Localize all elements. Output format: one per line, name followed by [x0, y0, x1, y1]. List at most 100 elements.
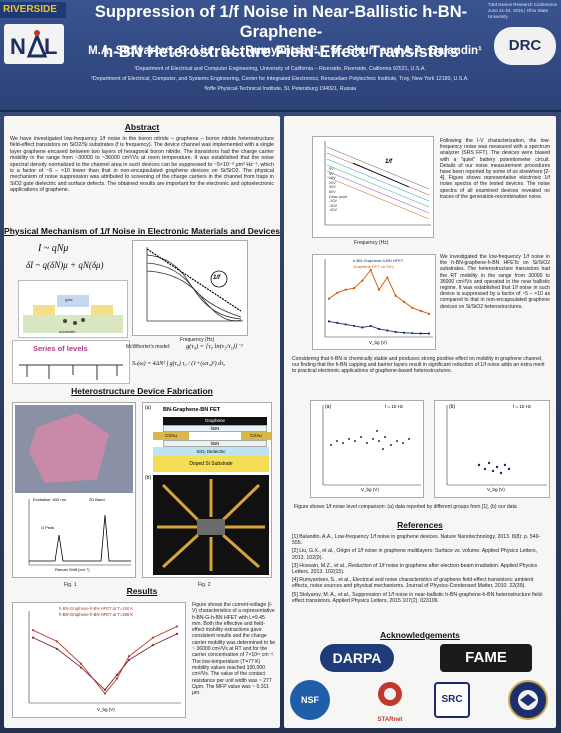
abstract-heading: Abstract — [124, 122, 160, 132]
data-point — [377, 288, 381, 291]
data-point — [327, 297, 331, 300]
reference-item: [3] Hossain, M.Z., et al., Reduction of … — [292, 562, 538, 576]
optical-image — [15, 405, 133, 493]
data-point — [127, 658, 131, 662]
flake-shape — [29, 413, 109, 483]
series-label: Series of levels — [33, 344, 88, 353]
data-point — [31, 629, 35, 632]
cmp-b-label: (b) — [449, 404, 456, 410]
iv-legend-150k: h-BN-Graphene-h-BN HFET at T=150 K — [59, 606, 134, 611]
right-column: 1/f 0V 5V 10V 20V 40V 60V Dirac point -1… — [284, 116, 556, 728]
noise-legend: 0V 5V 10V 20V 40V 60V Dirac point -10V -… — [329, 167, 348, 213]
series-line — [32, 626, 178, 695]
raman-spectrum — [28, 499, 131, 566]
noise-spectra-plot: 1/f 0V 5V 10V 20V 40V 60V Dirac point -1… — [312, 136, 434, 238]
substrate-label: substrate — [59, 329, 76, 334]
equation-fluctuation: δI ~ q(δN)μ + qN(δμ) — [26, 260, 104, 270]
cmp-a-freq: f = 10 Hz — [385, 404, 404, 409]
data-point — [419, 309, 422, 312]
conference-info: 73rd Device Research Conference June 21-… — [488, 2, 558, 19]
acknowledgements-heading: Acknowledgements — [380, 630, 460, 640]
data-point — [55, 640, 59, 643]
panel-a-label: (a) — [145, 405, 152, 411]
data-point — [115, 677, 119, 680]
raman-xlabel: Raman Shift (cm⁻¹) — [55, 567, 90, 572]
series-of-levels: Series of levels — [12, 340, 130, 384]
drc-logo: DRC — [494, 27, 556, 65]
data-point — [55, 647, 59, 650]
cmp-a-xlabel: V_bg (V) — [361, 487, 379, 492]
src-logo: SRC — [434, 682, 470, 718]
mcwhorter-label: McWhorter's model: — [126, 344, 171, 350]
layer-sio2: SiO₂ Dielectric — [153, 447, 269, 456]
data-point — [352, 324, 356, 328]
data-point — [377, 327, 381, 331]
starnet-icon — [378, 682, 402, 706]
mcwhorter-eq2: Sₙ(ω) = 4ΔN² ∫ g(τ₀) τ₀ / (1+(ωτ₀)²) dτ₀ — [132, 361, 226, 367]
data-point — [79, 662, 83, 665]
iv-chart — [28, 611, 181, 704]
references-list: [1] Balandin, A.A., Low-frequency 1/f no… — [292, 534, 550, 604]
svg-text:L: L — [44, 34, 57, 59]
darpa-logo: DARPA — [320, 644, 394, 672]
data-point — [369, 324, 372, 328]
right-text-3: Considering that h-BN is chemically stab… — [292, 356, 545, 375]
data-point — [411, 306, 414, 309]
raman-legend-excitation: Excitation: 633 nm — [33, 497, 66, 502]
left-column: Abstract We have investigated low-freque… — [4, 116, 280, 728]
affiliation-3: ³Ioffe Physical-Technical Institute, St.… — [203, 86, 357, 92]
nano-device-lab-logo: N L — [4, 24, 64, 64]
nano-logo-icon: N L — [10, 30, 57, 59]
device-schematic: gate substrate — [18, 280, 128, 338]
cmp-b-xlabel: V_bg (V) — [487, 487, 505, 492]
raman-legend-g: G Peak — [41, 525, 55, 530]
comparison-plot-a: (a) f = 10 Hz V_bg (V) — [310, 400, 424, 498]
fig2-caption: Fig. 2 — [198, 582, 211, 588]
noise-spectrum-diagram: 1/f — [132, 240, 248, 336]
data-point — [419, 332, 422, 335]
iv-xlabel: V_bg (V) — [97, 707, 115, 712]
data-point — [127, 655, 131, 658]
layer-hbn-top: hBN — [163, 425, 267, 432]
svg-text:N: N — [10, 34, 26, 59]
data-point — [336, 321, 339, 325]
layer-graphene: Graphene — [163, 417, 267, 425]
panel-b-label: (b) — [145, 475, 152, 481]
poster-header: RIVERSIDE Suppression of 1/f Noise in Ne… — [0, 0, 561, 112]
iv-plot: h-BN-Graphene-h-BN HFET at T=150 K h-BN-… — [12, 602, 186, 718]
amp-xlabel: V_bg (V) — [369, 340, 387, 345]
data-point — [386, 329, 389, 332]
layer-si: Doped Si Substrate — [153, 456, 269, 472]
data-point — [151, 636, 155, 639]
mechanism-plot-xlabel: Frequency (Hz) — [180, 337, 215, 343]
layer-cr-au-right: Cr/Au — [241, 432, 271, 440]
data-point — [427, 312, 431, 315]
energy-levels-icon — [19, 364, 123, 380]
fame-logo: FAME — [440, 644, 532, 672]
fet-diagram-icon — [23, 295, 123, 333]
iv-legend-300k: h-BN-Graphene-h-BN HFET at T=300 K — [59, 612, 134, 617]
reference-item: [2] Liu, G.X., et al., Origin of 1/f noi… — [292, 548, 538, 561]
stack-title: BN-Graphene-BN FET — [163, 407, 221, 413]
layer-cr-au-left: Cr/Au — [153, 432, 189, 440]
poster-title: Suppression of 1/f Noise in Near-Ballist… — [94, 3, 468, 61]
layer-hbn-bottom: hBN — [163, 440, 267, 447]
noise-amplitude-chart — [324, 259, 433, 338]
results-text: Figure shows the current-voltage (I-V) c… — [192, 602, 276, 697]
noise-plot-1f-label: 1/f — [385, 159, 393, 165]
starnet-logo: STARnet — [368, 678, 412, 724]
noise-spectra-chart — [324, 141, 431, 226]
affiliation-2: ²Department of Electrical, Computer, and… — [91, 76, 469, 82]
figure-2: (a) BN-Graphene-BN FET Graphene hBN Cr/A… — [142, 402, 272, 578]
right-text-2: We investigated the low-frequency 1/f no… — [440, 254, 550, 310]
noise-amplitude-plot: h-BN-Graphene-h-BN HFET Graphene FET on … — [312, 254, 436, 350]
results-heading: Results — [126, 586, 158, 596]
data-point — [361, 279, 364, 282]
comparison-plot-b: (b) f = 10 Hz V_bg (V) — [434, 400, 550, 498]
data-point — [361, 326, 364, 329]
data-point — [352, 287, 356, 290]
eagle-seal-icon — [518, 690, 538, 710]
affiliation-1: ¹Department of Electrical and Computer E… — [134, 66, 426, 72]
data-point — [394, 294, 397, 297]
